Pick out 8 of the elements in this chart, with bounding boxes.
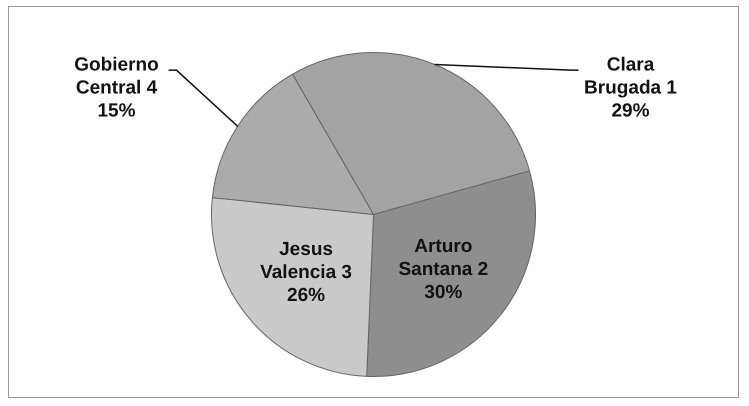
slice-label: Arturo Santana 2	[398, 236, 488, 280]
data-label: 15%	[97, 100, 136, 122]
slice-label: Jesus Valencia 3	[260, 238, 352, 283]
data-label: 30%	[424, 282, 462, 304]
slice-label: Gobierno Central 4	[74, 54, 159, 98]
slice-label: Clara Brugada 1	[584, 54, 678, 98]
data-label: 29%	[611, 100, 650, 122]
data-label: 26%	[287, 284, 326, 306]
